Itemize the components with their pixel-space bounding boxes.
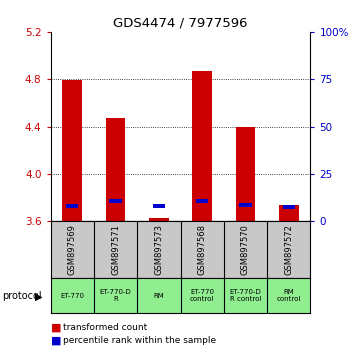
- Text: ET-770
control: ET-770 control: [190, 289, 214, 302]
- Bar: [66, 204, 78, 208]
- Title: GDS4474 / 7977596: GDS4474 / 7977596: [113, 16, 248, 29]
- Bar: [106, 118, 125, 221]
- Text: ET-770-D
R: ET-770-D R: [100, 289, 131, 302]
- Text: ▶: ▶: [35, 291, 43, 301]
- Text: RM: RM: [153, 293, 164, 298]
- Text: GSM897570: GSM897570: [241, 224, 250, 275]
- Text: GSM897572: GSM897572: [284, 224, 293, 275]
- Bar: [192, 71, 212, 221]
- Text: GSM897569: GSM897569: [68, 224, 77, 275]
- Text: GSM897571: GSM897571: [111, 224, 120, 275]
- Bar: [149, 218, 169, 221]
- Bar: [153, 204, 165, 208]
- Text: ■: ■: [51, 322, 61, 332]
- Text: ET-770: ET-770: [60, 293, 84, 298]
- Bar: [283, 205, 295, 209]
- Bar: [62, 80, 82, 221]
- Bar: [279, 205, 299, 221]
- Text: protocol: protocol: [2, 291, 42, 301]
- Text: ■: ■: [51, 336, 61, 346]
- Text: percentile rank within the sample: percentile rank within the sample: [63, 336, 216, 345]
- Bar: [239, 203, 252, 207]
- Bar: [196, 199, 208, 203]
- Text: ET-770-D
R control: ET-770-D R control: [230, 289, 261, 302]
- Text: RM
control: RM control: [277, 289, 301, 302]
- Text: GSM897568: GSM897568: [198, 224, 206, 275]
- Text: transformed count: transformed count: [63, 323, 147, 332]
- Bar: [109, 199, 122, 203]
- Text: GSM897573: GSM897573: [155, 224, 163, 275]
- Bar: [236, 126, 255, 221]
